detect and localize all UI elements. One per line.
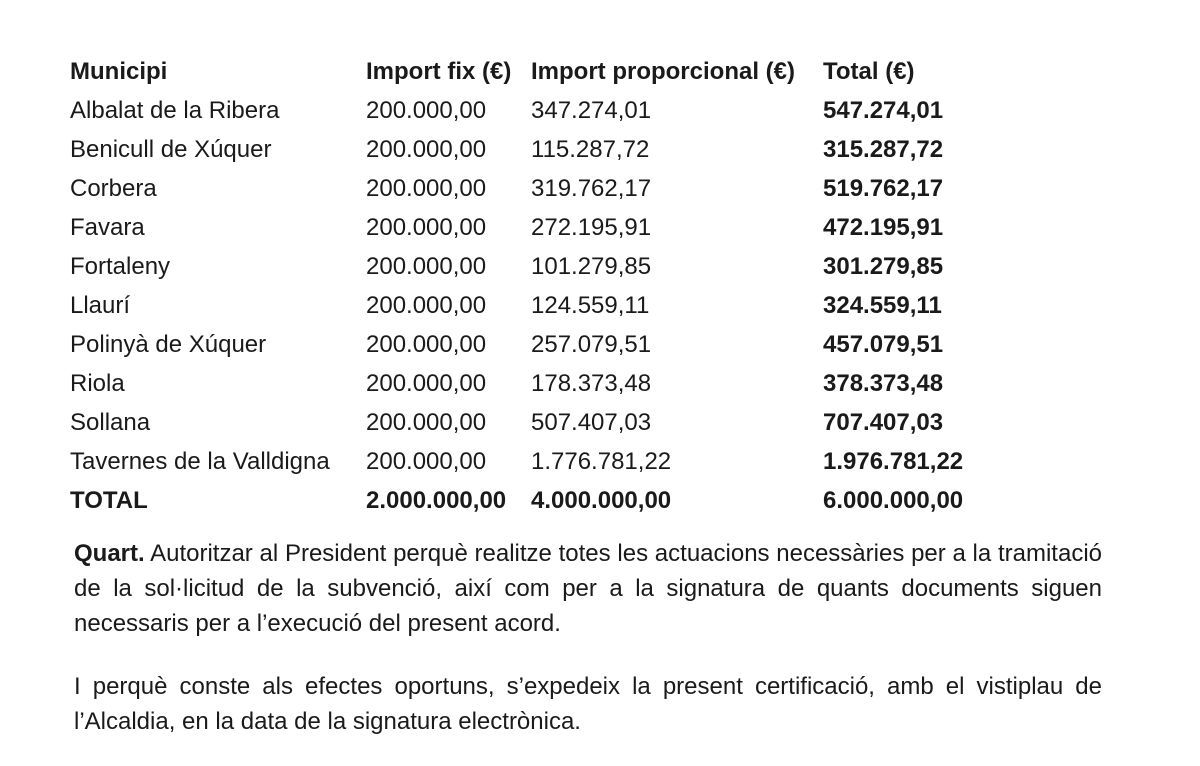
cell-total: 315.287,72 bbox=[823, 136, 944, 163]
cell-municipi: Corbera bbox=[70, 175, 157, 202]
cell-import-proporcional: 347.274,01 bbox=[531, 97, 652, 124]
cell-total: 707.407,03 bbox=[823, 409, 944, 436]
cell-import-proporcional: 1.776.781,22 bbox=[531, 448, 672, 475]
subsidy-table: Municipi Import fix (€) Import proporcio… bbox=[70, 52, 983, 520]
cell-import-fix: 200.000,00 bbox=[366, 409, 487, 436]
table-row: Favara 200.000,00 272.195,91 472.195,91 bbox=[70, 208, 983, 247]
total-import-fix: 2.000.000,00 bbox=[366, 487, 507, 514]
cell-total: 1.976.781,22 bbox=[823, 448, 964, 475]
header-import-fix: Import fix (€) bbox=[366, 58, 512, 85]
cell-import-proporcional: 257.079,51 bbox=[531, 331, 652, 358]
table-row: Sollana 200.000,00 507.407,03 707.407,03 bbox=[70, 403, 983, 442]
table-row: Polinyà de Xúquer 200.000,00 257.079,51 … bbox=[70, 325, 983, 364]
cell-total: 378.373,48 bbox=[823, 370, 944, 397]
cell-municipi: Riola bbox=[70, 370, 125, 397]
cell-import-fix: 200.000,00 bbox=[366, 331, 487, 358]
table-row: Fortaleny 200.000,00 101.279,85 301.279,… bbox=[70, 247, 983, 286]
header-total: Total (€) bbox=[823, 58, 915, 85]
cell-import-proporcional: 507.407,03 bbox=[531, 409, 652, 436]
cell-total: 519.762,17 bbox=[823, 175, 944, 202]
cell-total: 324.559,11 bbox=[823, 292, 942, 319]
total-label: TOTAL bbox=[70, 487, 148, 514]
closing-paragraph: I perquè conste als efectes oportuns, s’… bbox=[74, 673, 1102, 735]
table-header-row: Municipi Import fix (€) Import proporcio… bbox=[70, 52, 983, 91]
table-row: Riola 200.000,00 178.373,48 378.373,48 bbox=[70, 364, 983, 403]
cell-import-proporcional: 319.762,17 bbox=[531, 175, 652, 202]
cell-import-proporcional: 178.373,48 bbox=[531, 370, 652, 397]
cell-import-proporcional: 101.279,85 bbox=[531, 253, 652, 280]
table-total-row: TOTAL 2.000.000,00 4.000.000,00 6.000.00… bbox=[70, 481, 983, 520]
table-row: Albalat de la Ribera 200.000,00 347.274,… bbox=[70, 91, 983, 130]
table-row: Tavernes de la Valldigna 200.000,00 1.77… bbox=[70, 442, 983, 481]
table-row: Corbera 200.000,00 319.762,17 519.762,17 bbox=[70, 169, 983, 208]
total-total: 6.000.000,00 bbox=[823, 487, 964, 514]
cell-municipi: Favara bbox=[70, 214, 145, 241]
cell-import-fix: 200.000,00 bbox=[366, 253, 487, 280]
quart-paragraph: Quart. Autoritzar al President perquè re… bbox=[74, 536, 1102, 641]
cell-total: 547.274,01 bbox=[823, 97, 944, 124]
table-row: Benicull de Xúquer 200.000,00 115.287,72… bbox=[70, 130, 983, 169]
total-import-proporcional: 4.000.000,00 bbox=[531, 487, 672, 514]
table-row: Llaurí 200.000,00 124.559,11 324.559,11 bbox=[70, 286, 983, 325]
cell-municipi: Llaurí bbox=[70, 292, 131, 319]
cell-import-fix: 200.000,00 bbox=[366, 175, 487, 202]
cell-import-fix: 200.000,00 bbox=[366, 370, 487, 397]
cell-import-fix: 200.000,00 bbox=[366, 136, 487, 163]
cell-import-fix: 200.000,00 bbox=[366, 448, 487, 475]
cell-import-proporcional: 272.195,91 bbox=[531, 214, 652, 241]
cell-municipi: Polinyà de Xúquer bbox=[70, 331, 267, 358]
header-municipi: Municipi bbox=[70, 58, 168, 85]
cell-municipi: Sollana bbox=[70, 409, 151, 436]
cell-municipi: Tavernes de la Valldigna bbox=[70, 448, 330, 475]
header-import-proporcional: Import proporcional (€) bbox=[531, 58, 795, 85]
cell-municipi: Albalat de la Ribera bbox=[70, 97, 280, 124]
cell-municipi: Fortaleny bbox=[70, 253, 171, 280]
cell-total: 457.079,51 bbox=[823, 331, 944, 358]
cell-import-fix: 200.000,00 bbox=[366, 214, 487, 241]
quart-text: Autoritzar al President perquè realitze … bbox=[74, 540, 1102, 637]
cell-total: 301.279,85 bbox=[823, 253, 944, 280]
cell-import-fix: 200.000,00 bbox=[366, 292, 487, 319]
quart-lead: Quart. bbox=[74, 540, 145, 567]
cell-total: 472.195,91 bbox=[823, 214, 944, 241]
cell-municipi: Benicull de Xúquer bbox=[70, 136, 272, 163]
cell-import-proporcional: 115.287,72 bbox=[531, 136, 650, 163]
cell-import-fix: 200.000,00 bbox=[366, 97, 487, 124]
cell-import-proporcional: 124.559,11 bbox=[531, 292, 650, 319]
